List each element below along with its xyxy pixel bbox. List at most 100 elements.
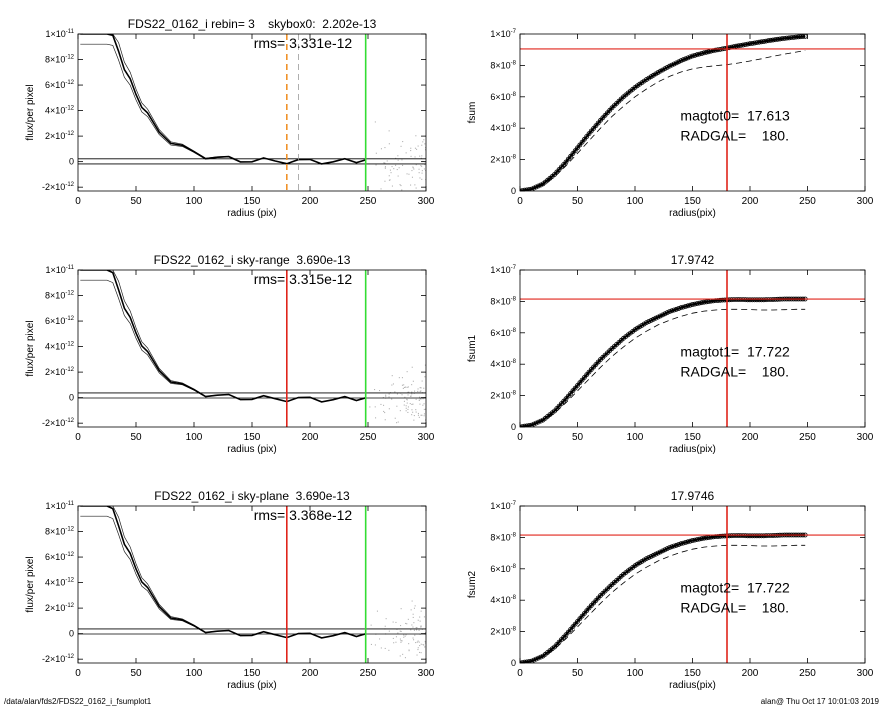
scatter-point (411, 384, 413, 386)
scatter-point (388, 143, 390, 145)
scatter-point (417, 412, 419, 414)
scatter-point (374, 406, 376, 408)
scatter-point (397, 155, 399, 157)
y-tick-mantissa: 1×10 (45, 29, 65, 39)
scatter-point (395, 157, 397, 159)
y-tick-exponent: -8 (511, 92, 517, 98)
scatter-point (413, 392, 415, 394)
scatter-point (390, 172, 392, 174)
scatter-point (403, 404, 405, 406)
y-tick-label: 8×10-8 (490, 60, 516, 70)
growth-curve-point (713, 47, 718, 53)
y-tick-mantissa: 8×10 (45, 55, 65, 65)
growth-curve-point (761, 39, 767, 44)
scatter-point (425, 419, 426, 421)
scatter-point (421, 170, 423, 172)
growth-curve-point (533, 184, 539, 190)
scatter-point (400, 145, 402, 147)
growth-curve-point (749, 41, 755, 46)
scatter-point (407, 411, 409, 413)
scatter-point (415, 398, 417, 400)
growth-curve-point (756, 39, 762, 45)
scatter-point (419, 155, 421, 157)
plot-area (520, 34, 865, 191)
growth-curve-point (577, 142, 583, 148)
scatter-point (420, 414, 422, 416)
scatter-point (411, 409, 413, 411)
x-tick-label: 150 (244, 196, 261, 207)
x-tick-label: 100 (627, 196, 644, 207)
growth-curve-point (565, 156, 571, 162)
growth-curve-point (690, 53, 695, 59)
growth-curve-point (570, 151, 576, 156)
scatter-point (396, 405, 398, 407)
scatter-point (384, 419, 386, 421)
scatter-point (414, 156, 416, 158)
scatter-point (395, 164, 397, 166)
x-tick-label: 0 (517, 196, 523, 207)
growth-curve-point (694, 52, 700, 58)
y-tick-exponent: -8 (511, 60, 517, 66)
scatter-point (406, 386, 408, 388)
scatter-point (402, 387, 404, 389)
scatter-point (401, 394, 403, 396)
scatter-point (391, 398, 393, 400)
growth-curve-point (529, 186, 534, 191)
growth-curve-point (595, 120, 601, 126)
scatter-point (374, 121, 376, 123)
plot-area (78, 270, 426, 427)
growth-curve-point (563, 159, 569, 165)
scatter-point (415, 409, 417, 411)
x-tick-label: 250 (360, 196, 377, 207)
growth-curve-point (591, 125, 596, 131)
scatter-point (412, 166, 414, 168)
scatter-point (384, 162, 386, 164)
x-tick-label: 100 (186, 196, 203, 207)
scatter-point (405, 410, 407, 412)
scatter-point (425, 408, 426, 410)
scatter-point (418, 416, 420, 418)
growth-curve-point (759, 39, 764, 45)
growth-curve-point (676, 59, 682, 65)
y-tick-label: 6×10-12 (45, 80, 75, 90)
scatter-point (417, 390, 419, 392)
y-tick-exponent: -12 (65, 182, 74, 188)
growth-curve-point (747, 41, 753, 47)
growth-curve-point (789, 35, 794, 40)
radgal-annotation: RADGAL= 180. (680, 127, 789, 143)
scatter-point (406, 402, 408, 404)
scatter-point (374, 389, 376, 391)
y-tick-mantissa: 2×10 (45, 131, 65, 141)
scatter-point (401, 384, 403, 386)
growth-curve-point (680, 57, 686, 63)
scatter-point (391, 375, 393, 377)
growth-curve-point (678, 58, 684, 64)
scatter-point (388, 393, 390, 395)
scatter-point (425, 147, 426, 149)
x-tick-label: 150 (684, 196, 701, 207)
scatter-point (416, 148, 418, 150)
scatter-point (404, 396, 406, 398)
plot-area (78, 34, 426, 191)
scatter-point (411, 170, 413, 172)
scatter-point (407, 386, 409, 388)
scatter-point (405, 152, 407, 154)
scatter-point (388, 179, 390, 181)
scatter-point (418, 399, 420, 401)
growth-curve-point (586, 131, 592, 137)
scatter-point (411, 414, 413, 416)
growth-curve-point (701, 50, 707, 56)
y-tick-exponent: -12 (65, 106, 74, 112)
y-axis-label: flux/per pixel (25, 84, 36, 140)
scatter-point (407, 408, 409, 410)
scatter-point (406, 173, 408, 175)
y-axis-label: fsum (467, 102, 478, 124)
scatter-point (399, 410, 401, 412)
scatter-point (423, 415, 425, 417)
scatter-point (402, 141, 404, 143)
scatter-point (385, 395, 387, 397)
scatter-point (410, 147, 412, 149)
growth-curve-point (575, 145, 580, 151)
scatter-point (407, 394, 409, 396)
